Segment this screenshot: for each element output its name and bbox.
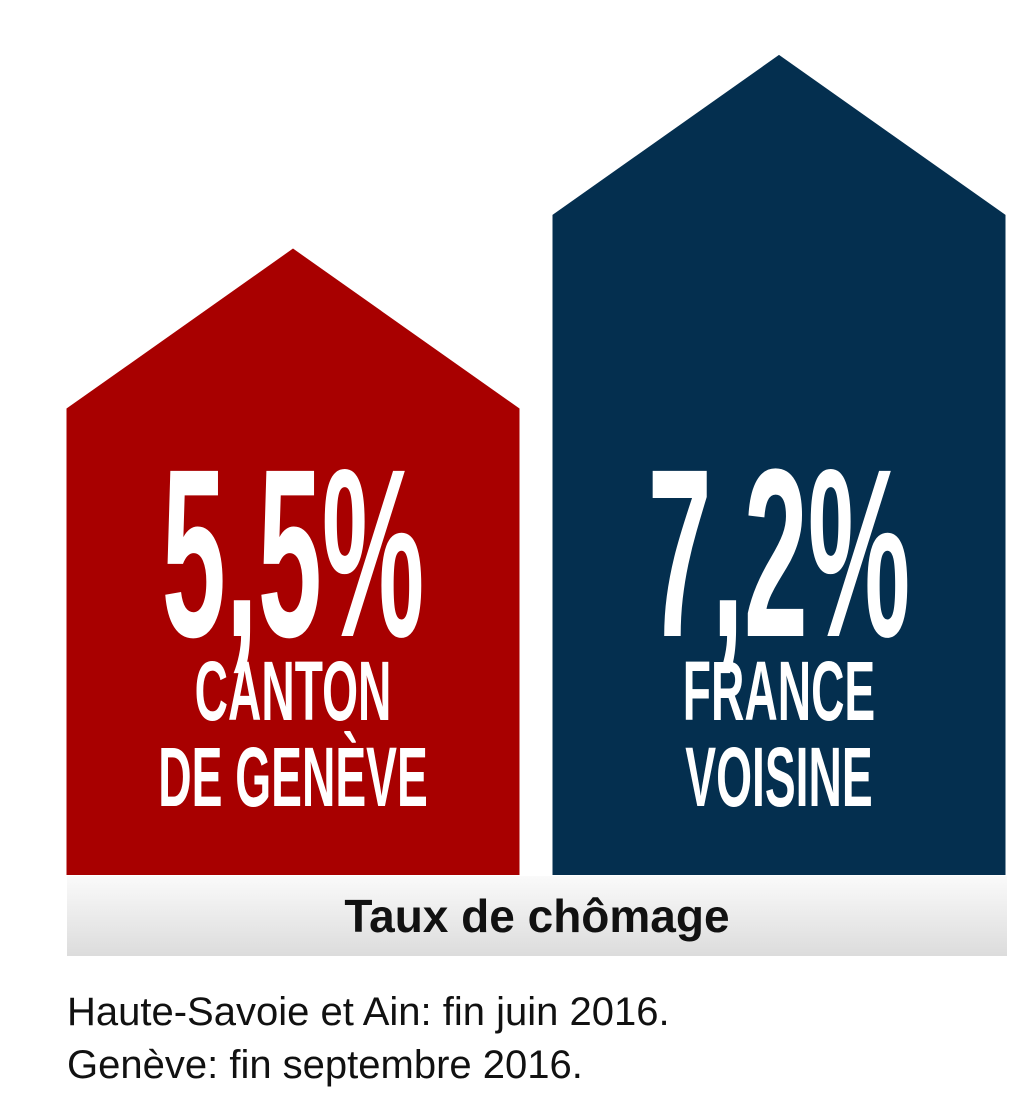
value-label: 5,5% xyxy=(162,419,425,687)
title-band xyxy=(67,876,1007,956)
house-bar xyxy=(552,54,1006,876)
note: Genève: fin septembre 2016. xyxy=(67,1043,583,1087)
category-label: CANTON DE GENÈVE xyxy=(158,644,428,824)
chart-title: Taux de chômage xyxy=(344,890,730,942)
category-label: FRANCE VOISINE xyxy=(682,644,876,824)
value-label: 7,2% xyxy=(648,419,911,687)
note: Haute-Savoie et Ain: fin juin 2016. xyxy=(67,990,670,1034)
house-bar xyxy=(66,248,520,876)
